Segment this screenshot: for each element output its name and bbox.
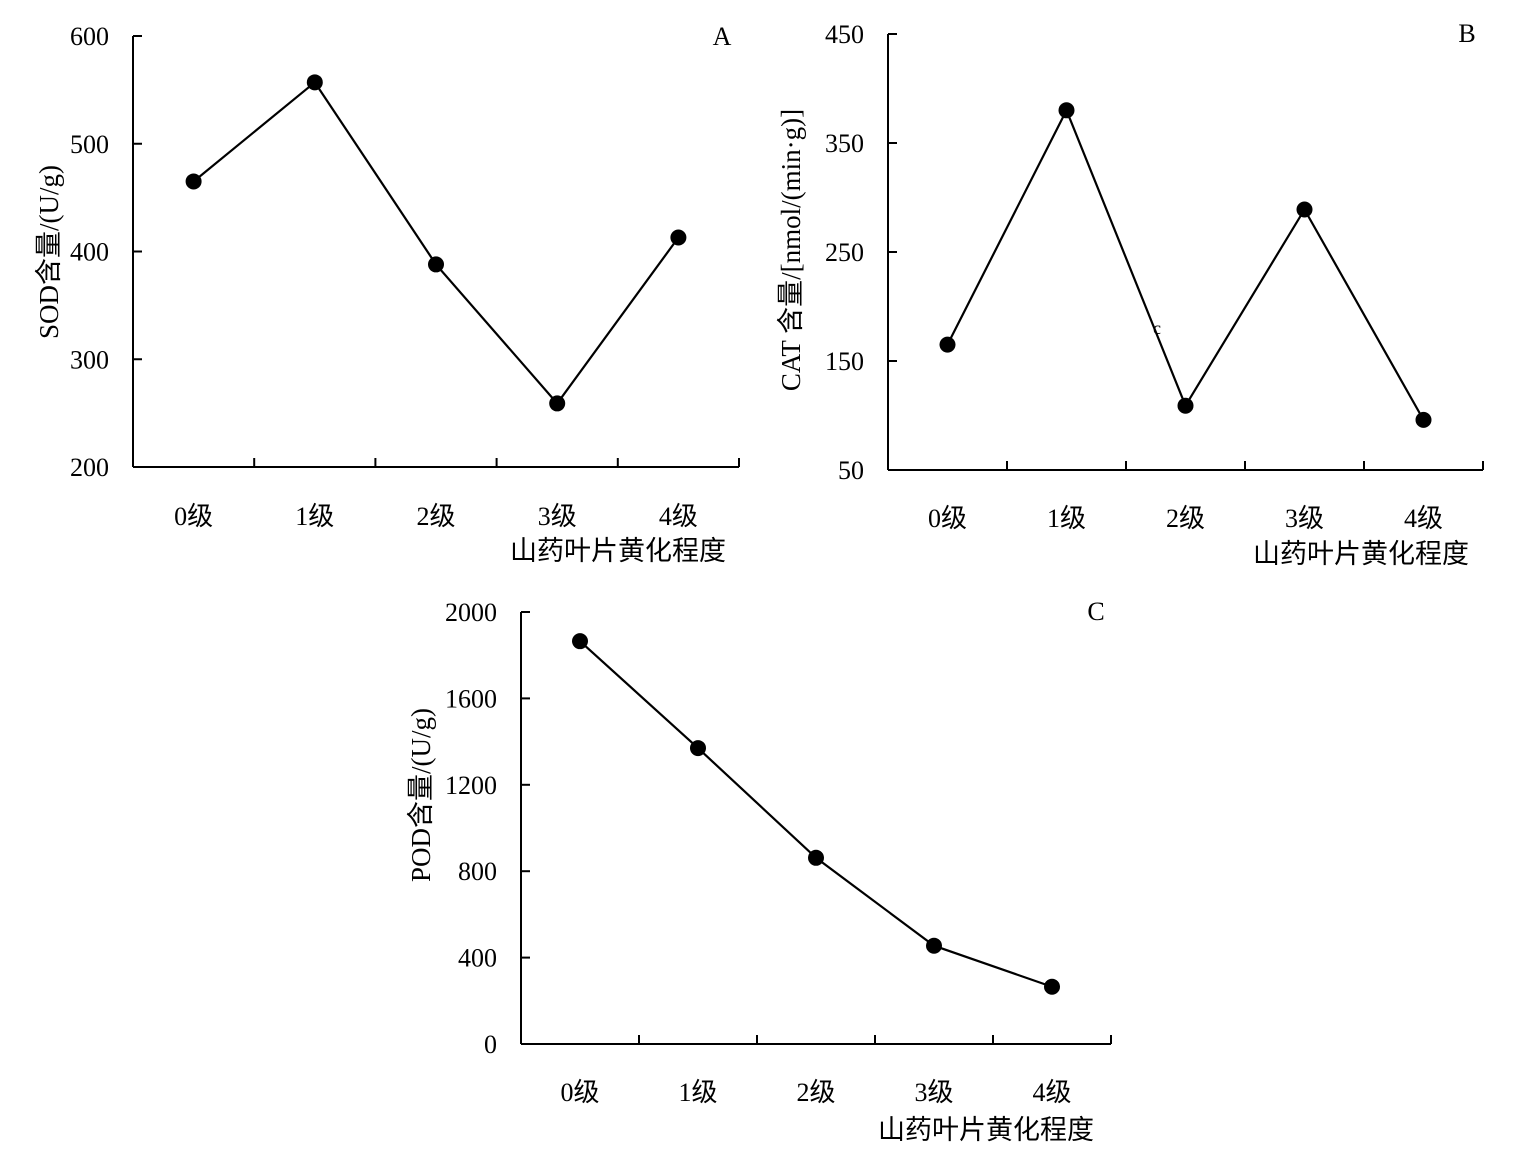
panel-c-y-tick-label: 1200 — [445, 771, 497, 800]
panel-a-category-label: 0级 — [174, 502, 213, 531]
panel-b-y-tick-label: 50 — [838, 456, 864, 485]
panel-c-x-axis-title: 山药叶片黄化程度 — [878, 1115, 1094, 1145]
panel-b-data-point — [939, 336, 956, 353]
panel-a-x-axis-title: 山药叶片黄化程度 — [510, 536, 726, 566]
panel-b-category-label: 4级 — [1404, 504, 1443, 533]
panel-c-data-point — [572, 633, 588, 650]
panel-a-data-point — [670, 229, 687, 246]
panel-a-category-label: 4级 — [659, 502, 698, 531]
panel-b-y-tick-label: 350 — [825, 129, 864, 158]
panel-b-y-tick-label: 250 — [825, 238, 864, 267]
panel-b-data-point — [1177, 397, 1194, 414]
panel-b-cat-chart: 450 350 250 150 50 0级 1级 2级 3级 4级 B 山药叶片黄化程度 CAT … — [776, 19, 1484, 569]
panel-b-y-tick-label: 450 — [825, 20, 864, 49]
panel-a-data-point — [185, 173, 202, 190]
panel-c-data-point — [1044, 978, 1060, 995]
panel-c-y-tick-label: 0 — [484, 1030, 497, 1059]
panel-c-data-point — [808, 849, 824, 866]
panel-b-x-axis-title: 山药叶片黄化程度 — [1253, 539, 1469, 569]
panel-a-tag: A — [713, 22, 732, 51]
panel-a-y-tick-label: 500 — [70, 130, 109, 159]
panel-c-plot-marks: 2000 1600 1200 800 400 0 0级 1级 2级 3级 4级 — [445, 598, 1112, 1107]
panel-a-y-tick-label: 300 — [70, 345, 109, 374]
panel-c-data-point — [690, 740, 706, 757]
panel-a-data-point — [306, 74, 323, 91]
panel-a-category-label: 1级 — [295, 502, 334, 531]
panel-a-data-point — [428, 256, 444, 273]
panel-b-series-line — [946, 107, 1425, 421]
panel-c-data-point — [926, 937, 942, 954]
panel-b-category-label: 0级 — [928, 504, 967, 533]
panel-b-data-point — [1296, 201, 1313, 218]
panel-a-sod-chart: 600 500 400 300 200 0级 1级 2级 3级 4级 A 山药叶片黄化程度 SOD… — [34, 22, 740, 566]
panel-b-category-label: 2级 — [1166, 504, 1205, 533]
panel-c-pod-chart: 2000 1600 1200 800 400 0 0级 1级 2级 3级 4级 C 山药叶片黄化程度… — [406, 597, 1112, 1145]
panel-a-plot-marks: 600 500 400 300 200 0级 1级 2级 3级 4级 — [70, 22, 740, 531]
panel-b-data-point — [1058, 102, 1075, 119]
panel-b-stray-mark: c — [1153, 318, 1161, 338]
panel-c-y-tick-label: 800 — [458, 857, 497, 886]
panel-c-y-tick-label: 400 — [458, 944, 497, 973]
panel-b-y-axis-title: CAT 含量/[nmol/(min·g)] — [776, 109, 806, 391]
panel-c-y-tick-label: 1600 — [445, 684, 497, 713]
panel-a-y-axis-title: SOD含量/(U/g) — [34, 165, 64, 339]
panel-c-category-label: 3级 — [914, 1078, 953, 1107]
panel-a-category-label: 2级 — [416, 502, 455, 531]
panel-c-y-axis-title: POD含量/(U/g) — [406, 708, 436, 882]
panel-a-category-label: 3级 — [538, 502, 577, 531]
panel-a-y-tick-label: 400 — [70, 238, 109, 267]
panel-b-tag: B — [1458, 19, 1475, 48]
panel-a-y-tick-label: 200 — [70, 453, 109, 482]
panel-b-category-label: 3级 — [1285, 504, 1324, 533]
panel-b-plot-marks: 450 350 250 150 50 0级 1级 2级 3级 4级 — [825, 20, 1484, 533]
panel-c-category-label: 1级 — [678, 1078, 717, 1107]
panel-b-data-point — [1415, 411, 1432, 428]
panel-a-data-point — [549, 395, 566, 412]
panel-b-y-tick-label: 150 — [825, 347, 864, 376]
panel-c-category-label: 4级 — [1032, 1078, 1071, 1107]
panel-c-y-tick-label: 2000 — [445, 598, 497, 627]
panel-c-category-label: 2级 — [796, 1078, 835, 1107]
panel-a-series-line — [192, 80, 680, 406]
panel-b-category-label: 1级 — [1047, 504, 1086, 533]
panel-c-series-line — [579, 640, 1053, 988]
panel-a-y-tick-label: 600 — [70, 22, 109, 51]
panel-c-tag: C — [1087, 597, 1104, 626]
panel-c-category-label: 0级 — [560, 1078, 599, 1107]
